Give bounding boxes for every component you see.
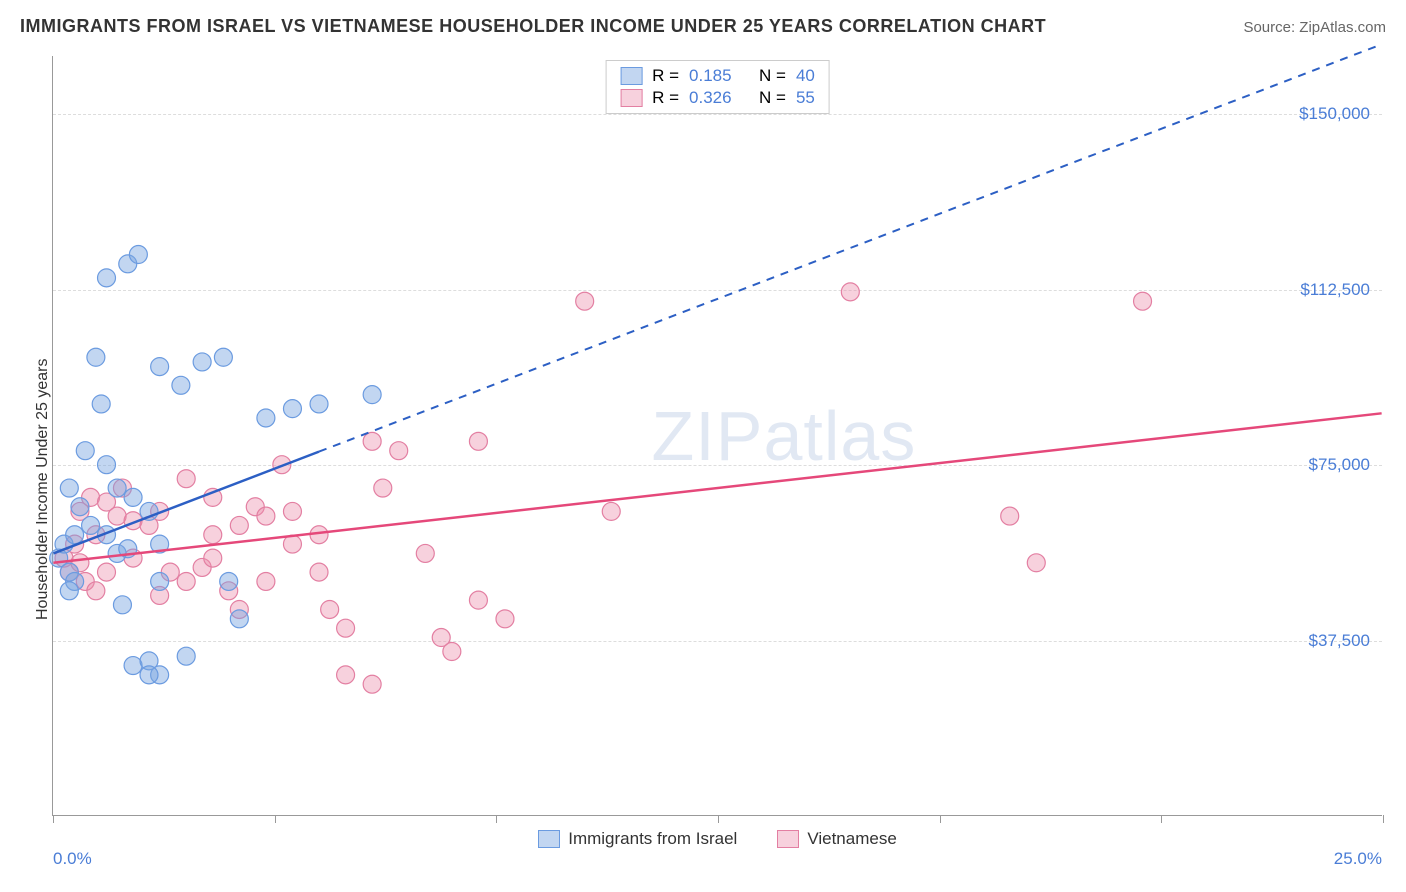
data-point	[129, 246, 147, 264]
data-point	[390, 442, 408, 460]
r-value-0: 0.185	[689, 66, 749, 86]
legend-correlation: R = 0.185 N = 40 R = 0.326 N = 55	[605, 60, 830, 114]
data-point	[66, 526, 84, 544]
data-point	[602, 502, 620, 520]
data-point	[363, 675, 381, 693]
data-point	[230, 516, 248, 534]
data-point	[310, 395, 328, 413]
n-label: N =	[759, 66, 786, 86]
data-point	[98, 563, 116, 581]
data-point	[230, 610, 248, 628]
r-label: R =	[652, 66, 679, 86]
x-max-label: 25.0%	[1334, 849, 1382, 869]
swatch-series-0	[620, 67, 642, 85]
n-value-0: 40	[796, 66, 815, 86]
r-value-1: 0.326	[689, 88, 749, 108]
r-label: R =	[652, 88, 679, 108]
y-axis-label: Householder Income Under 25 years	[34, 359, 52, 620]
legend-series: Immigrants from Israel Vietnamese	[53, 829, 1382, 849]
trend-line	[53, 413, 1381, 562]
data-point	[76, 442, 94, 460]
data-point	[283, 400, 301, 418]
data-point	[60, 582, 78, 600]
swatch-bottom-1	[777, 830, 799, 848]
data-point	[98, 269, 116, 287]
data-point	[177, 647, 195, 665]
data-point	[124, 488, 142, 506]
data-point	[841, 283, 859, 301]
data-point	[98, 456, 116, 474]
series-name-1: Vietnamese	[807, 829, 896, 849]
data-point	[576, 292, 594, 310]
data-point	[204, 549, 222, 567]
data-point	[172, 376, 190, 394]
data-point	[363, 432, 381, 450]
data-point	[87, 348, 105, 366]
data-point	[60, 479, 78, 497]
legend-row-series-0: R = 0.185 N = 40	[620, 65, 815, 87]
data-point	[1027, 554, 1045, 572]
data-point	[443, 643, 461, 661]
data-point	[92, 395, 110, 413]
data-point	[220, 572, 238, 590]
data-point	[469, 432, 487, 450]
data-point	[87, 582, 105, 600]
data-point	[257, 572, 275, 590]
data-point	[71, 498, 89, 516]
data-point	[283, 502, 301, 520]
data-point	[177, 470, 195, 488]
data-point	[140, 666, 158, 684]
data-point	[337, 666, 355, 684]
data-point	[82, 516, 100, 534]
legend-item-0: Immigrants from Israel	[538, 829, 737, 849]
data-point	[337, 619, 355, 637]
legend-row-series-1: R = 0.326 N = 55	[620, 87, 815, 109]
data-point	[193, 353, 211, 371]
source-label: Source: ZipAtlas.com	[1243, 19, 1386, 36]
data-point	[496, 610, 514, 628]
data-point	[124, 657, 142, 675]
chart-header: IMMIGRANTS FROM ISRAEL VS VIETNAMESE HOU…	[20, 16, 1386, 37]
data-point	[151, 358, 169, 376]
data-point	[113, 596, 131, 614]
data-point	[257, 507, 275, 525]
data-point	[310, 563, 328, 581]
data-point	[321, 600, 339, 618]
data-point	[204, 526, 222, 544]
data-point	[416, 544, 434, 562]
data-point	[469, 591, 487, 609]
data-point	[177, 572, 195, 590]
data-point	[363, 386, 381, 404]
swatch-bottom-0	[538, 830, 560, 848]
data-point	[108, 479, 126, 497]
data-point	[1134, 292, 1152, 310]
swatch-series-1	[620, 89, 642, 107]
x-min-label: 0.0%	[53, 849, 92, 869]
series-name-0: Immigrants from Israel	[568, 829, 737, 849]
data-point	[214, 348, 232, 366]
data-point	[1001, 507, 1019, 525]
data-point	[108, 507, 126, 525]
data-point	[374, 479, 392, 497]
data-point	[257, 409, 275, 427]
n-label: N =	[759, 88, 786, 108]
data-point	[151, 572, 169, 590]
legend-item-1: Vietnamese	[777, 829, 896, 849]
trend-line-dashed	[319, 44, 1382, 451]
plot-area: $37,500$75,000$112,500$150,000 ZIPatlas …	[52, 56, 1382, 816]
chart-title: IMMIGRANTS FROM ISRAEL VS VIETNAMESE HOU…	[20, 16, 1046, 37]
n-value-1: 55	[796, 88, 815, 108]
scatter-svg	[53, 56, 1382, 815]
